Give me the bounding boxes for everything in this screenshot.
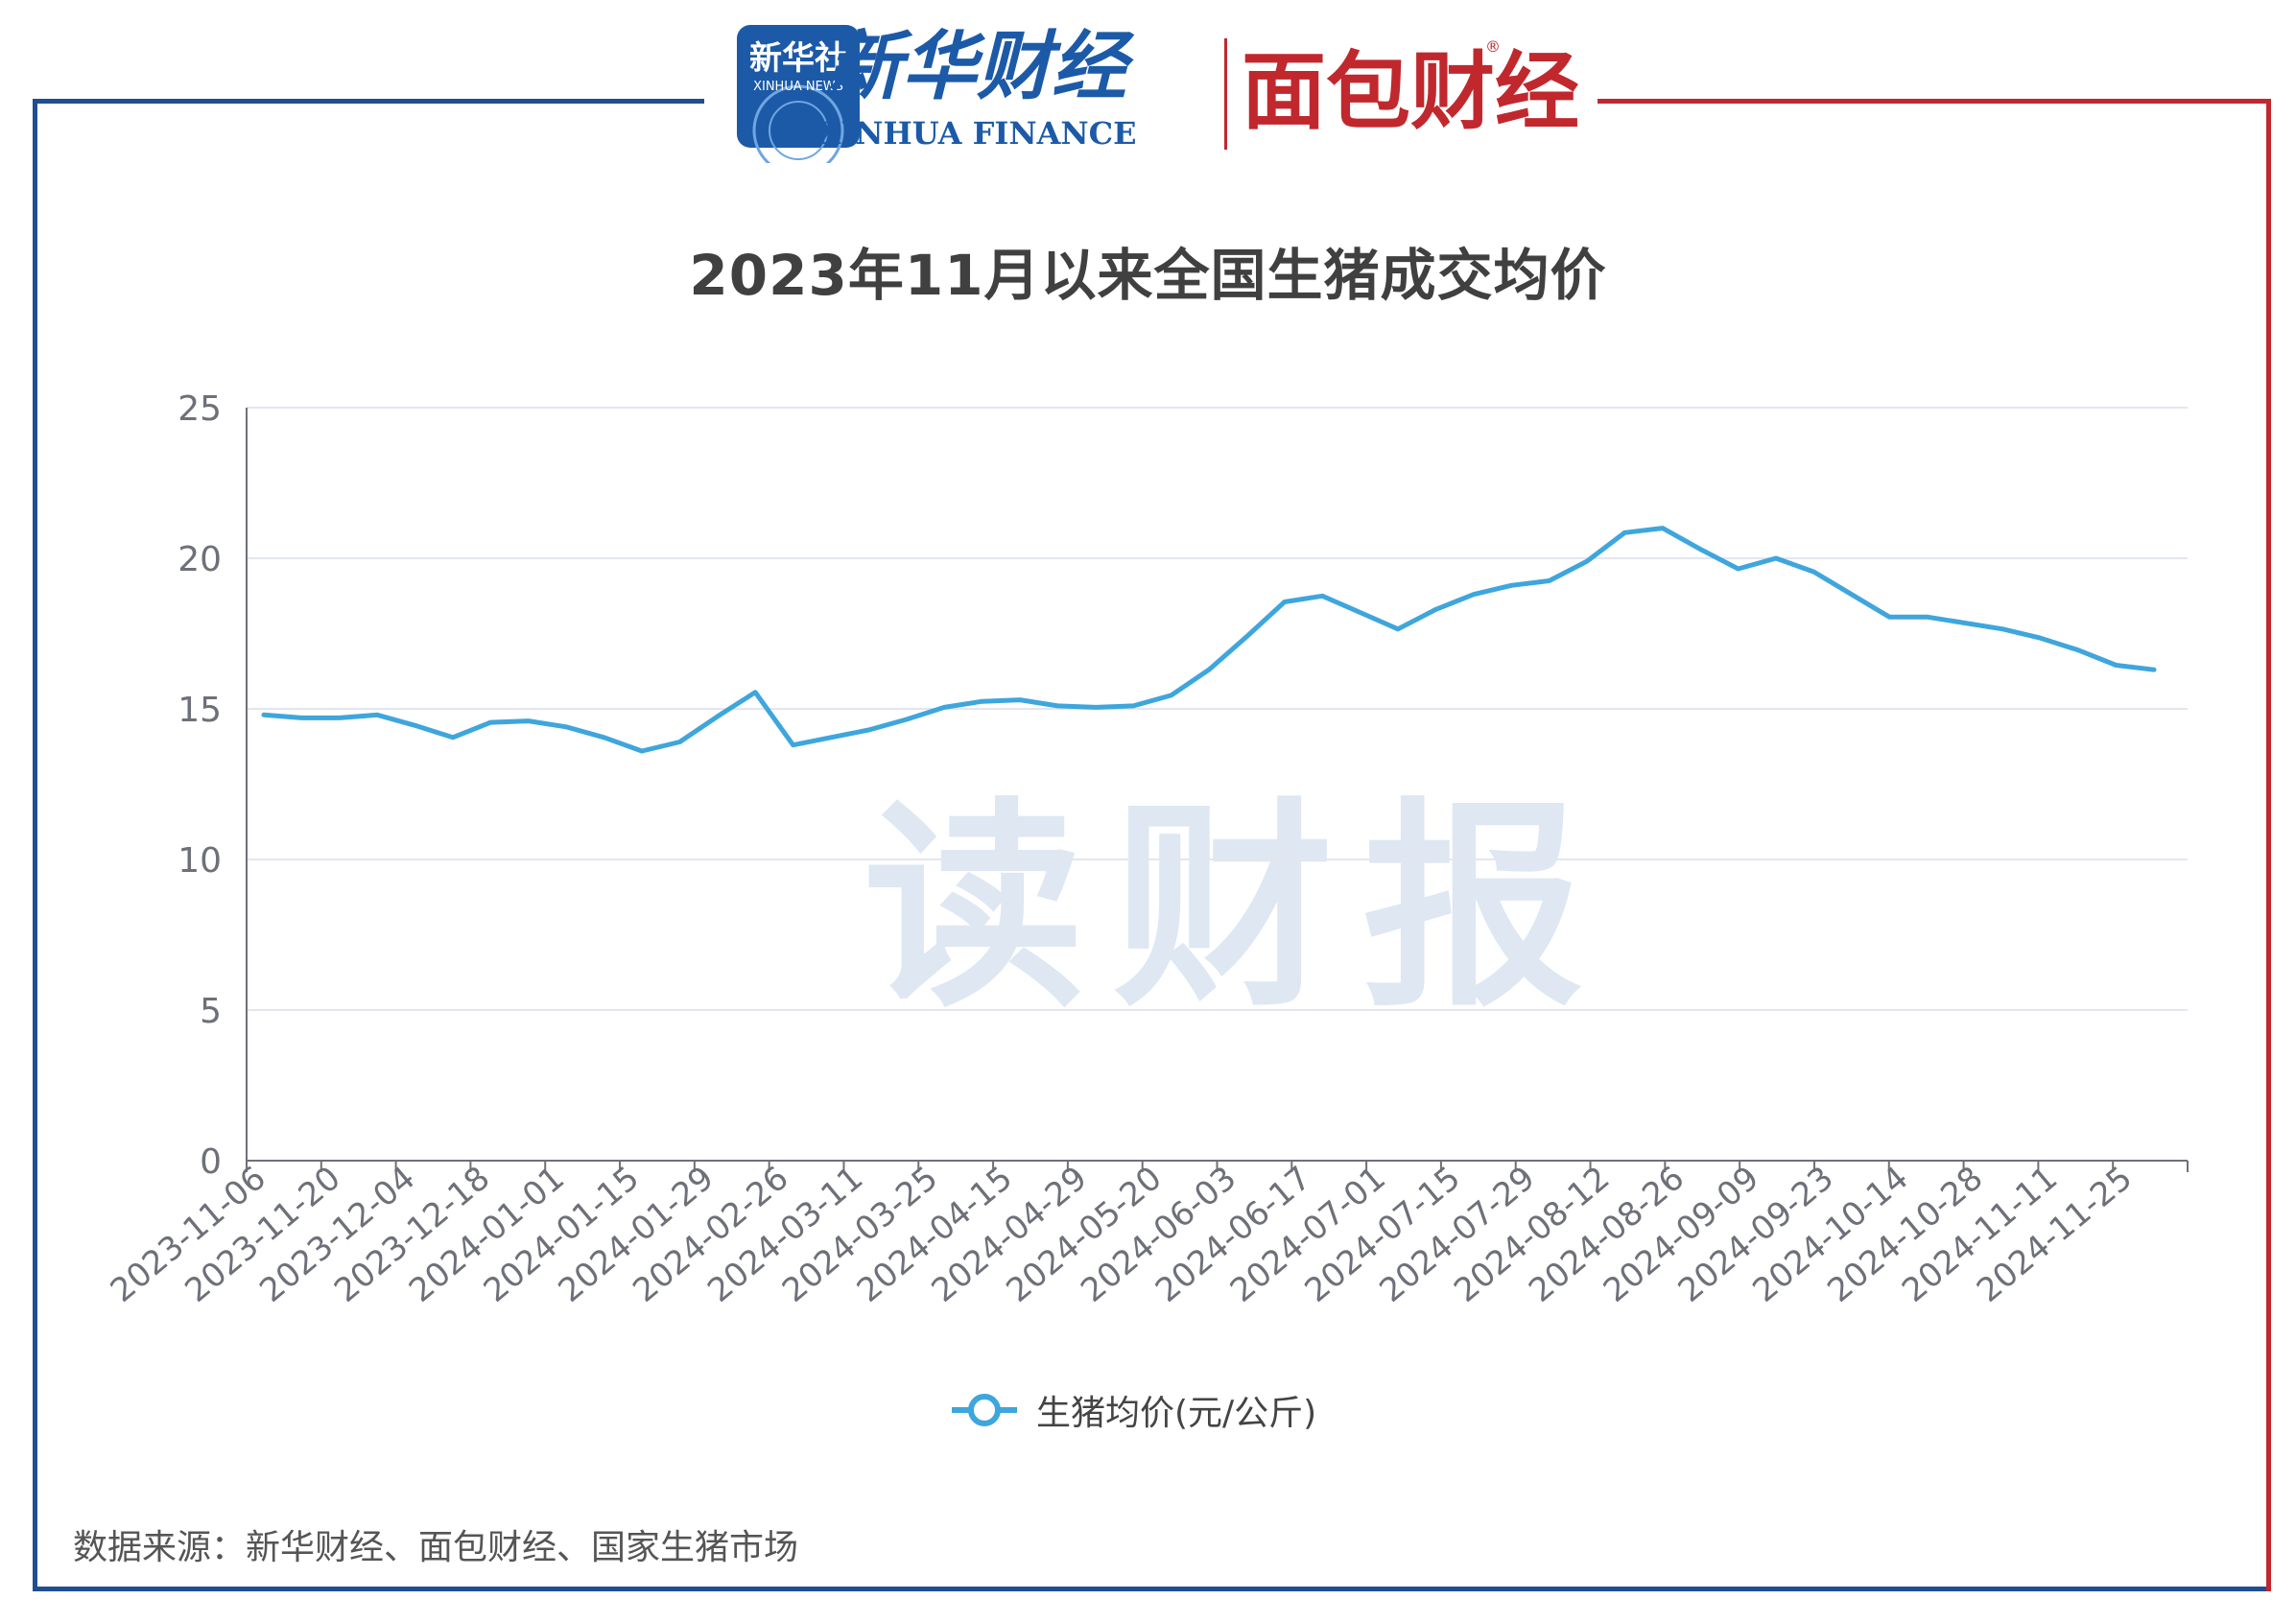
- chart-title: 2023年11月以来全国生猪成交均价: [689, 243, 1607, 308]
- y-tick-label: 10: [178, 841, 222, 881]
- grid-lines: [247, 407, 2188, 1011]
- registered-mark: ®: [1485, 37, 1501, 56]
- xinhua-news-cn: 新华社: [749, 39, 847, 78]
- axes: [246, 408, 2189, 1172]
- frame-right: [2266, 99, 2271, 1591]
- y-tick-label: 0: [200, 1142, 222, 1182]
- frame-left: [33, 99, 37, 1591]
- frame-bottom: [33, 1587, 2271, 1591]
- legend-label: 生猪均价(元/公斤): [1036, 1394, 1317, 1433]
- watermark: 读财报: [864, 781, 1613, 1037]
- series-line: [261, 526, 2157, 754]
- y-tick-label: 25: [178, 389, 222, 429]
- series: [261, 526, 2157, 754]
- xinhua-finance-logo: 新华财经 XINHUA FINANCE: [817, 23, 1136, 152]
- header-logos: 新华社 XINHUA NEWS 新华财经 XINHUA FINANCE 面包财经…: [737, 23, 1579, 163]
- xinhua-news-logo: 新华社 XINHUA NEWS: [737, 25, 860, 163]
- xinhua-finance-cn: 新华财经: [827, 23, 1135, 110]
- mianbao-logo: 面包财经 ®: [1242, 37, 1579, 141]
- legend-line-icon: [952, 1394, 1017, 1426]
- xinhua-news-en: XINHUA NEWS: [753, 80, 843, 94]
- frame-top-left: [33, 99, 704, 104]
- source-note: 数据来源：新华财经、面包财经、国家生猪市场: [73, 1528, 799, 1567]
- x-tick-labels: 2023-11-062023-11-202023-12-042023-12-18…: [104, 1159, 2140, 1310]
- legend[interactable]: 生猪均价(元/公斤): [950, 1381, 1316, 1439]
- frame-top-right: [1598, 99, 2271, 104]
- mianbao-cn: 面包财经: [1242, 42, 1579, 141]
- logo-divider: [1224, 38, 1227, 150]
- y-tick-label: 20: [178, 540, 222, 579]
- y-tick-label: 15: [178, 691, 222, 730]
- xinhua-finance-en: XINHUA FINANCE: [817, 115, 1136, 152]
- y-tick-labels: 0 5 10 15 20 25: [178, 389, 222, 1182]
- y-tick-label: 5: [200, 992, 222, 1031]
